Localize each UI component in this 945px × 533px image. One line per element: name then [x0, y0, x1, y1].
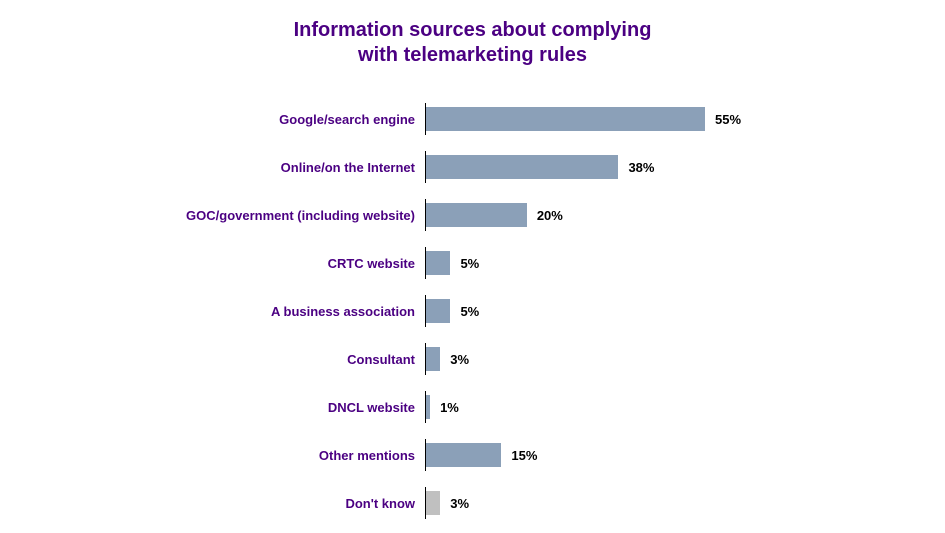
category-label: CRTC website: [0, 256, 425, 271]
bar: [425, 443, 501, 467]
value-label: 55%: [715, 112, 741, 127]
category-label: GOC/government (including website): [0, 208, 425, 223]
category-label: Google/search engine: [0, 112, 425, 127]
bar-row: CRTC website 5%: [0, 239, 945, 287]
bar-wrap: 1%: [425, 395, 459, 419]
category-label: Other mentions: [0, 448, 425, 463]
axis-segment: [425, 439, 426, 471]
axis-segment: [425, 295, 426, 327]
axis-segment: [425, 151, 426, 183]
bar-wrap: 5%: [425, 251, 479, 275]
axis-segment: [425, 103, 426, 135]
bar-row: Don't know 3%: [0, 479, 945, 527]
bar: [425, 491, 440, 515]
bar-wrap: 38%: [425, 155, 654, 179]
category-label: Don't know: [0, 496, 425, 511]
bar-row: Consultant 3%: [0, 335, 945, 383]
value-label: 5%: [460, 256, 479, 271]
bar: [425, 347, 440, 371]
category-label: Online/on the Internet: [0, 160, 425, 175]
bar-row: Other mentions 15%: [0, 431, 945, 479]
bar-wrap: 15%: [425, 443, 537, 467]
bar-row: Google/search engine 55%: [0, 95, 945, 143]
bar-row: GOC/government (including website) 20%: [0, 191, 945, 239]
axis-segment: [425, 391, 426, 423]
bar-wrap: 3%: [425, 347, 469, 371]
bar-wrap: 5%: [425, 299, 479, 323]
category-label: DNCL website: [0, 400, 425, 415]
value-label: 5%: [460, 304, 479, 319]
axis-segment: [425, 343, 426, 375]
value-label: 15%: [511, 448, 537, 463]
value-label: 20%: [537, 208, 563, 223]
bar: [425, 299, 450, 323]
bar-wrap: 3%: [425, 491, 469, 515]
bar-row: Online/on the Internet 38%: [0, 143, 945, 191]
bar: [425, 203, 527, 227]
bar-row: DNCL website 1%: [0, 383, 945, 431]
bar: [425, 107, 705, 131]
value-label: 3%: [450, 496, 469, 511]
axis-segment: [425, 247, 426, 279]
value-label: 1%: [440, 400, 459, 415]
bar-wrap: 20%: [425, 203, 563, 227]
value-label: 38%: [628, 160, 654, 175]
axis-segment: [425, 487, 426, 519]
bar: [425, 155, 618, 179]
chart-title: Information sources about complying with…: [0, 0, 945, 68]
chart-title-line1: Information sources about complying: [0, 18, 945, 43]
axis-segment: [425, 199, 426, 231]
value-label: 3%: [450, 352, 469, 367]
category-label: Consultant: [0, 352, 425, 367]
chart-area: Google/search engine 55% Online/on the Int…: [0, 95, 945, 527]
category-label: A business association: [0, 304, 425, 319]
bar-row: A business association 5%: [0, 287, 945, 335]
chart-title-line2: with telemarketing rules: [0, 43, 945, 68]
bar-wrap: 55%: [425, 107, 741, 131]
bar: [425, 251, 450, 275]
